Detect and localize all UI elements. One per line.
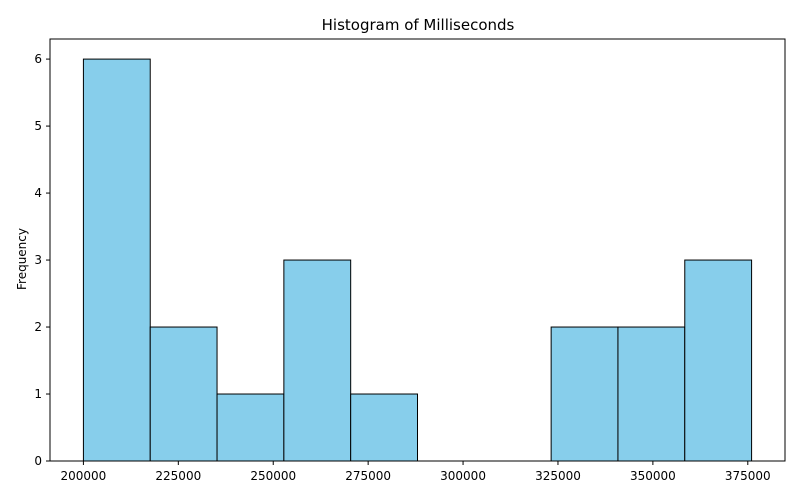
histogram-bar [216, 393, 285, 462]
histogram-bar [82, 58, 151, 462]
y-tick-label: 6 [34, 52, 42, 66]
x-tick-label: 300000 [440, 469, 486, 483]
chart-title: Histogram of Milliseconds [322, 16, 515, 34]
y-tick-label: 1 [34, 387, 42, 401]
histogram-bar [149, 326, 218, 462]
y-axis-ticks: 0 1 2 3 4 5 6 [34, 52, 50, 468]
y-tick-label: 0 [34, 454, 42, 468]
y-tick-label: 5 [34, 119, 42, 133]
x-tick-label: 350000 [630, 469, 676, 483]
histogram-bar [283, 259, 352, 462]
bars-group [82, 58, 753, 462]
x-tick-label: 275000 [345, 469, 391, 483]
histogram-bar [684, 259, 753, 462]
histogram-bar [550, 326, 619, 462]
y-tick-label: 3 [34, 253, 42, 267]
plot-frame [49, 38, 786, 462]
x-tick-label: 250000 [250, 469, 296, 483]
y-tick-label: 4 [34, 186, 42, 200]
x-tick-label: 325000 [535, 469, 581, 483]
x-axis-ticks: 200000 225000 250000 275000 300000 325000 3500… [61, 461, 771, 483]
histogram-bar [617, 326, 686, 462]
x-tick-label: 225000 [155, 469, 201, 483]
y-tick-label: 2 [34, 320, 42, 334]
x-tick-label: 375000 [725, 469, 771, 483]
histogram-bar [350, 393, 419, 462]
y-axis-label: Frequency [15, 228, 29, 290]
x-tick-label: 200000 [61, 469, 107, 483]
